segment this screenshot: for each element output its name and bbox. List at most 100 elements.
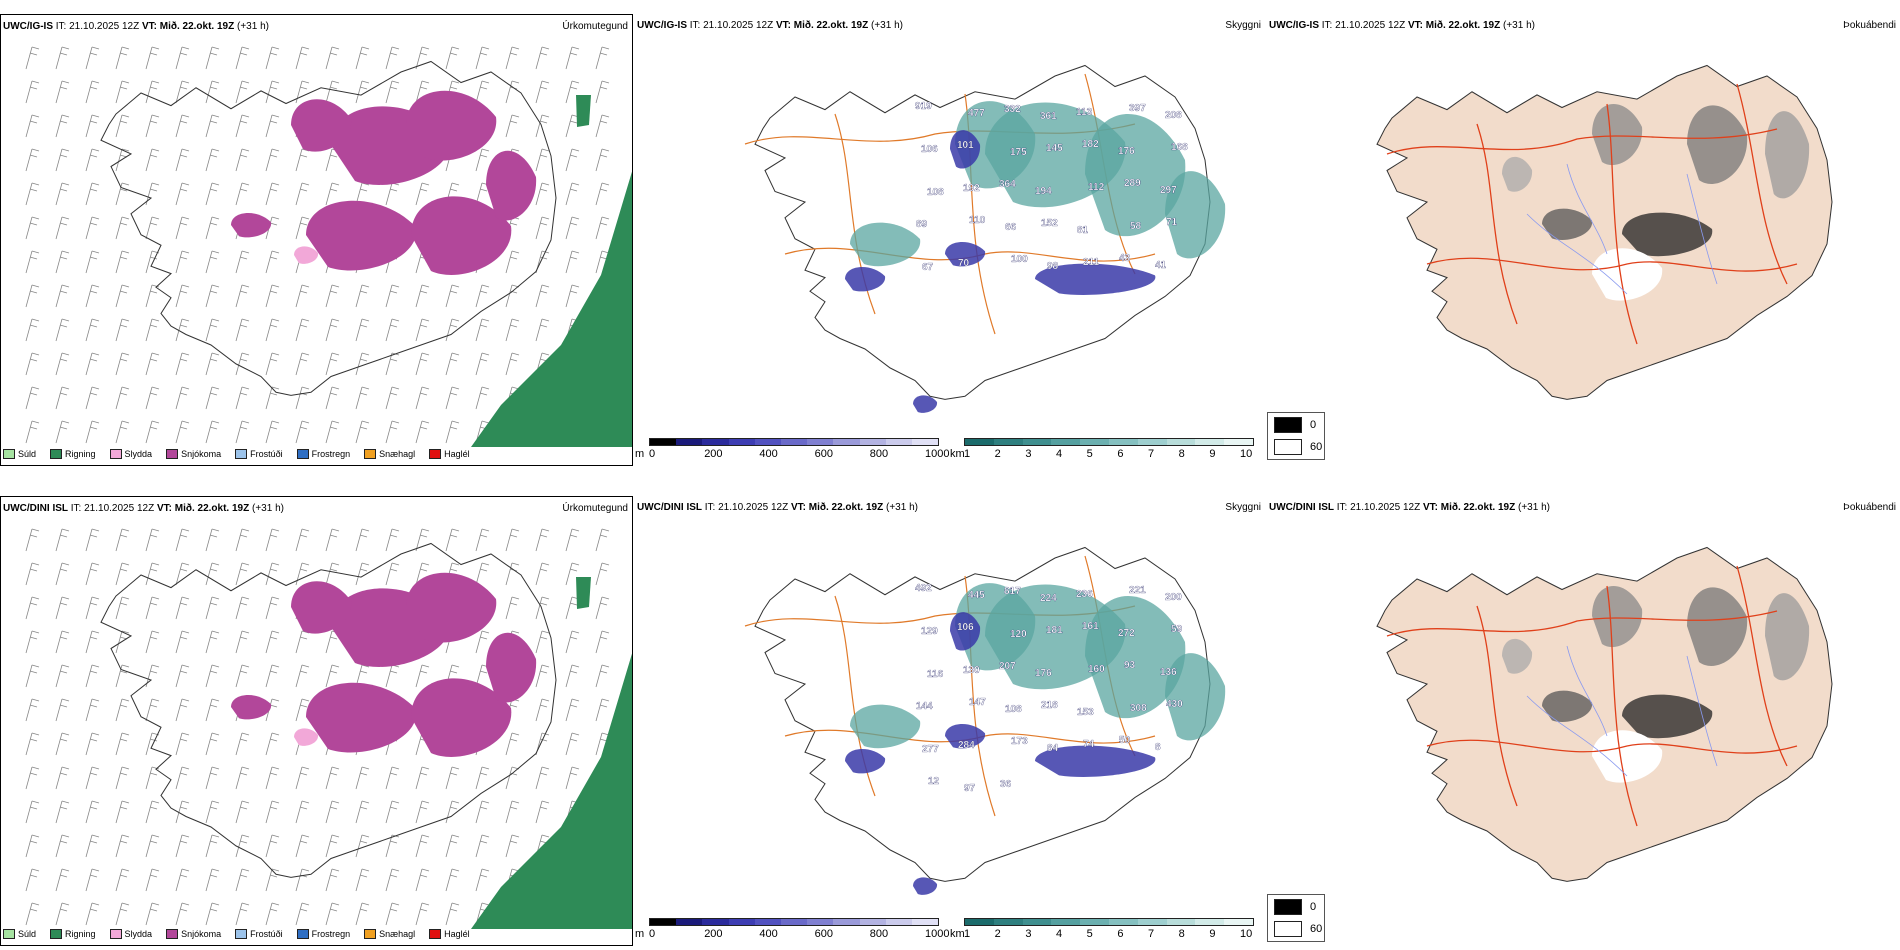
wind-barb-icon (505, 284, 520, 308)
legend-swatch (3, 929, 15, 939)
visibility-value-label: 176 (1035, 668, 1052, 679)
colorbar-tick-label: 1 (964, 448, 971, 460)
wind-barb-icon (265, 834, 280, 858)
wind-barb-icon (535, 766, 550, 790)
wind-barb-icon (205, 732, 220, 756)
visibility-value-label: 160 (1088, 664, 1105, 675)
wind-barb-icon (55, 318, 70, 342)
wind-barb-icon (115, 766, 130, 790)
wind-barb-icon (235, 630, 250, 654)
river-line (1686, 655, 1718, 767)
visibility-value-label: 81 (1077, 225, 1089, 236)
wind-barb-icon (115, 800, 130, 824)
legend-item: Haglél (429, 449, 470, 459)
colorbar-segment (650, 439, 677, 445)
wind-barb-icon (505, 766, 520, 790)
road-line (1736, 83, 1788, 285)
low-visibility-area (1085, 595, 1186, 719)
colorbar-segment (965, 919, 994, 925)
colorbar-segment (965, 439, 994, 445)
visibility-value-label: 84 (1047, 743, 1059, 754)
colorbar-tick-label: 10 (1240, 448, 1253, 460)
low-visibility-area (1165, 171, 1226, 259)
visibility-value-label: 106 (921, 144, 938, 155)
visibility-value-label: 100 (1011, 254, 1028, 265)
wind-barb-icon (265, 868, 280, 892)
wind-barb-icon (205, 868, 220, 892)
wind-barb-icon (535, 698, 550, 722)
wind-barb-icon (535, 664, 550, 688)
visibility-value-label: 200 (1165, 592, 1182, 603)
colorbar-tick-label: 2 (994, 928, 1001, 940)
visibility-value-label: 70 (958, 258, 970, 269)
wind-barb-icon (55, 528, 70, 552)
wind-barb-icon (565, 528, 580, 552)
wind-barb-icon (235, 284, 250, 308)
wind-barb-icon (475, 766, 490, 790)
colorbar-segment (1137, 919, 1167, 925)
fog-index-area (1765, 593, 1810, 681)
legend-label: Slydda (124, 929, 153, 939)
wind-barb-icon (535, 80, 550, 104)
snow-area (291, 99, 352, 152)
title-row1-precip: UWC/IG-IS IT: 21.10.2025 12Z VT: Mið. 22… (3, 21, 269, 32)
wind-barb-icon (535, 528, 550, 552)
visibility-value-label: 43 (1119, 253, 1131, 264)
wind-barb-icon (235, 46, 250, 70)
wind-barb-icon (325, 420, 340, 444)
wind-barb-icon (415, 46, 430, 70)
fog-index-area (1622, 212, 1713, 257)
colorbar-segment (859, 439, 886, 445)
visibility-value-label: 211 (1083, 257, 1100, 268)
wind-barb-icon (265, 528, 280, 552)
fog-index-area (1622, 694, 1713, 739)
legend-swatch (166, 449, 179, 459)
river-line (1566, 163, 1608, 255)
fog-legend-value: 60 (1310, 923, 1323, 935)
wind-barb-icon (385, 800, 400, 824)
wind-barb-icon (25, 766, 40, 790)
precip-panel-row1: UWC/IG-IS IT: 21.10.2025 12Z VT: Mið. 22… (0, 14, 633, 466)
wind-barb-icon (25, 318, 40, 342)
visibility-value-label: 36 (1000, 779, 1012, 790)
wind-barb-icon (475, 148, 490, 172)
wind-barb-icon (145, 834, 160, 858)
colorbar-segment (728, 919, 755, 925)
visibility-value-label: 97 (964, 783, 976, 794)
wind-barb-icon (595, 630, 610, 654)
legend-label: Haglél (444, 929, 470, 939)
colorbar-segment (1166, 919, 1196, 925)
wind-barb-icon (475, 562, 490, 586)
colorbar-segment (1080, 439, 1109, 445)
precip-map-row1 (25, 46, 632, 447)
wind-barb-icon (445, 834, 460, 858)
wind-barb-icon (85, 148, 100, 172)
wind-barb-icon (25, 250, 40, 274)
wind-barb-icon (85, 596, 100, 620)
wind-barb-icon (85, 698, 100, 722)
wind-barb-icon (445, 386, 460, 410)
wind-barb-icon (25, 148, 40, 172)
visibility-value-label: 136 (1160, 667, 1177, 678)
wind-barb-icon (115, 80, 130, 104)
wind-barb-icon (115, 284, 130, 308)
wind-barb-icon (445, 352, 460, 376)
wind-barb-icon (205, 182, 220, 206)
wind-barb-icon (85, 868, 100, 892)
visibility-value-label: 272 (1118, 628, 1135, 639)
wind-barb-icon (265, 420, 280, 444)
colorbar-segment (993, 439, 1023, 445)
ceiling-colorbar-row1: m 0 200 400 600 800 1000 (635, 438, 949, 464)
wind-barb-icon (235, 386, 250, 410)
fog-map-row1 (1376, 64, 1833, 400)
road-line (1386, 128, 1778, 155)
legend-swatch (50, 929, 63, 939)
wind-barb-icon (535, 250, 550, 274)
colorbar-segment (885, 439, 912, 445)
road-line (1606, 103, 1638, 345)
visibility-value-label: 113 (1076, 107, 1093, 118)
visibility-value-label: 168 (1171, 142, 1188, 153)
wind-barb-icon (25, 284, 40, 308)
wind-barb-icon (325, 528, 340, 552)
low-ceiling-area (950, 612, 981, 651)
